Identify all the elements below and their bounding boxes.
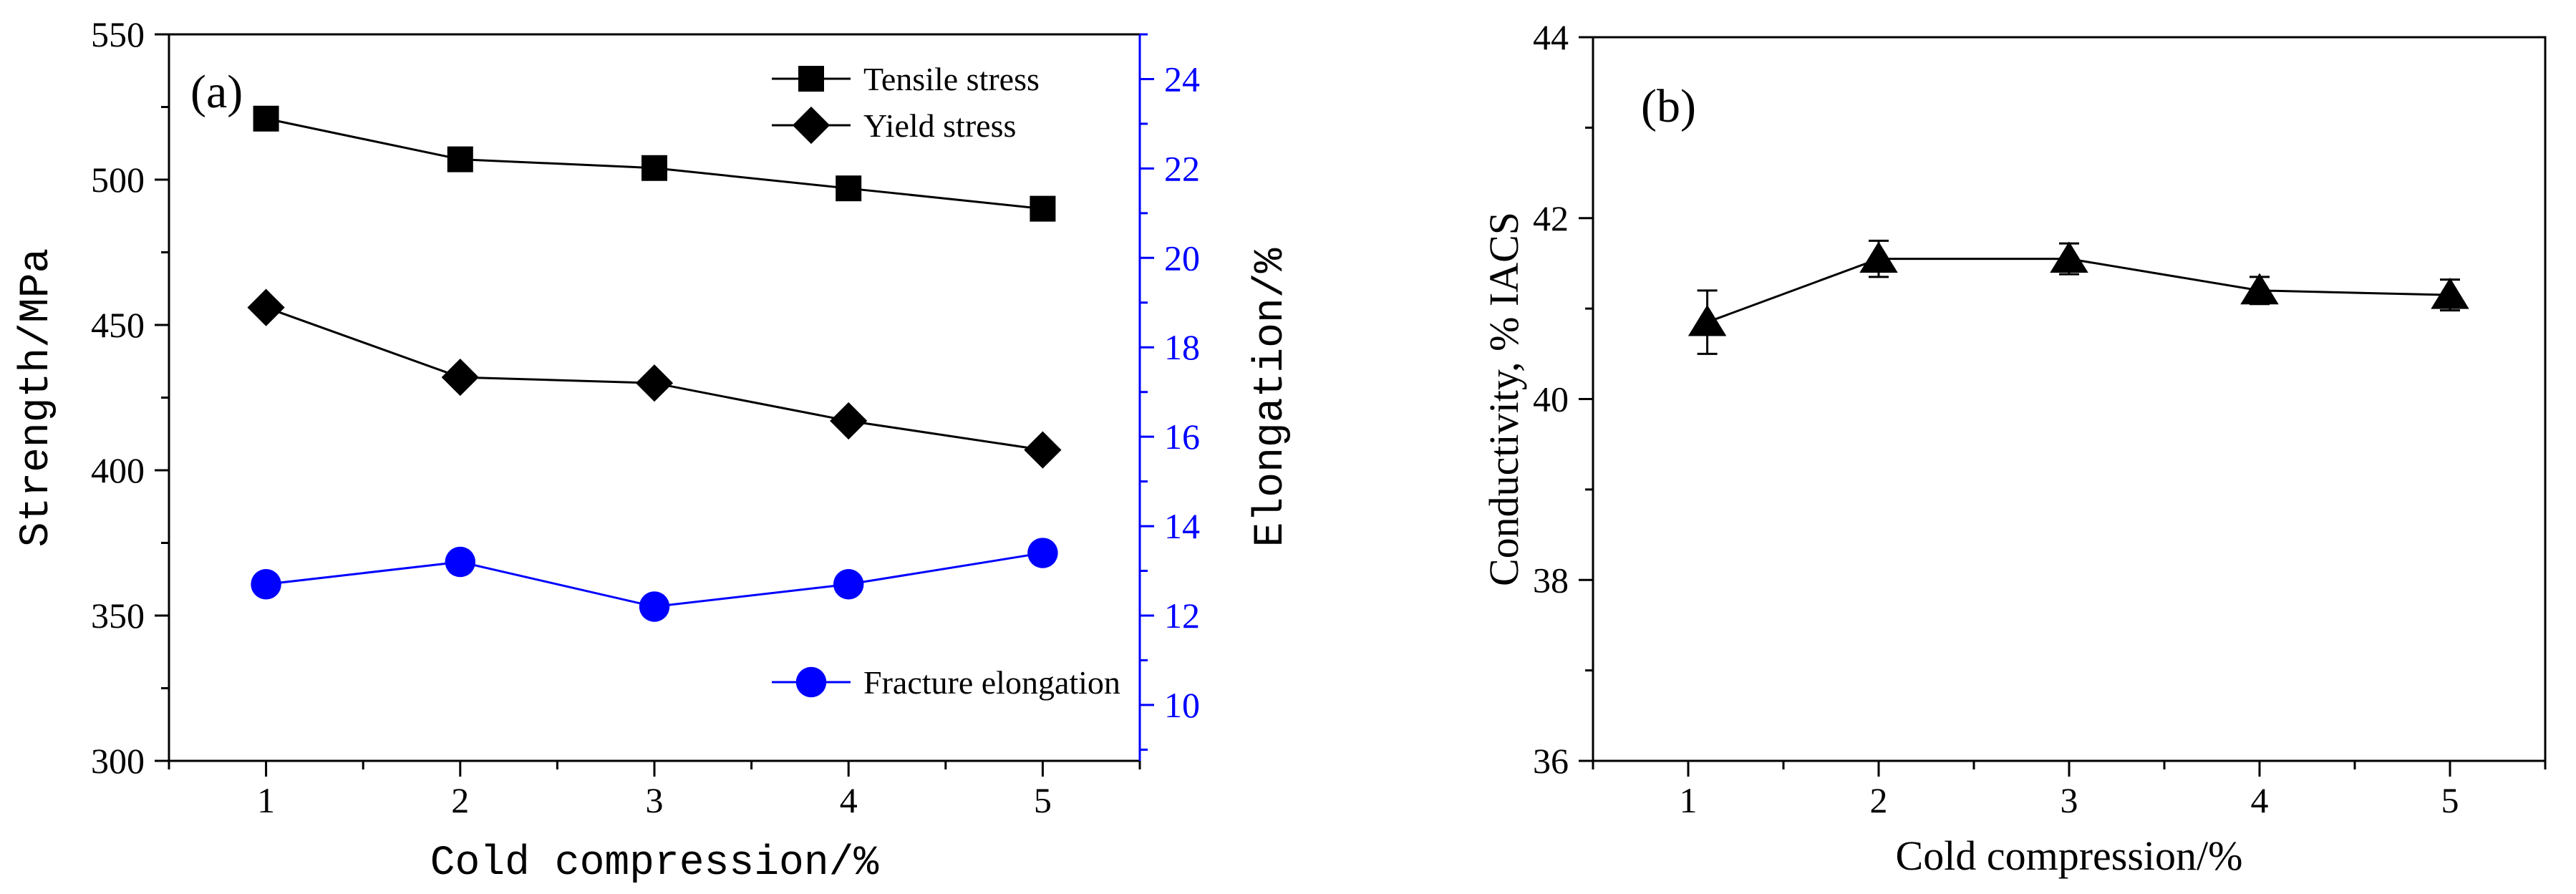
x-tick-label: 3 [2061, 780, 2078, 820]
x-tick-label: 1 [1680, 780, 1698, 820]
y2-tick-label: 10 [1164, 685, 1200, 725]
data-point-triangle [2050, 241, 2088, 273]
x-tick-label: 5 [2441, 780, 2459, 820]
y-axis-title: Strength/MPa [14, 248, 60, 548]
data-point-square [447, 146, 473, 173]
y2-tick-label: 22 [1164, 148, 1200, 188]
data-point-triangle [2240, 273, 2279, 305]
data-point-diamond [1024, 431, 1062, 469]
legend-marker [792, 106, 831, 145]
data-point-triangle [1688, 304, 1727, 336]
legend-marker [795, 666, 827, 698]
data-point-circle [251, 569, 281, 600]
y2-axis-title: Elongation/% [1248, 248, 1294, 547]
panel-b-chart: 1 2 3 4 5 36 38 40 42 44 (b) Cold compression/% Cond… [1481, 17, 2547, 879]
data-point-diamond [441, 358, 479, 397]
y-tick-label: 450 [91, 305, 145, 345]
x-axis-title: Cold compression/% [1896, 832, 2243, 879]
y-axis-title: Conductivity, % IACS [1481, 212, 1527, 586]
data-point-circle [445, 546, 476, 578]
y2-tick-label: 16 [1164, 417, 1200, 457]
y-tick-label: 300 [91, 741, 145, 781]
x-tick-label: 3 [646, 780, 664, 820]
data-point-triangle [2431, 277, 2469, 309]
y-tick-label: 400 [91, 450, 145, 490]
x-tick-label: 4 [2251, 780, 2269, 820]
x-tick-label: 1 [257, 780, 275, 820]
y-tick-label: 350 [91, 596, 145, 636]
data-point-diamond [247, 288, 285, 326]
y-tick-label: 42 [1533, 198, 1569, 238]
y2-tick-label: 24 [1164, 59, 1200, 99]
legend-label: Fracture elongation [863, 664, 1120, 701]
data-point-square [641, 155, 667, 181]
legend-label: Yield stress [863, 107, 1016, 144]
y-tick-label: 500 [91, 160, 145, 200]
data-point-diamond [830, 402, 868, 440]
legend-label: Tensile stress [863, 61, 1040, 97]
panel-label: (b) [1641, 80, 1696, 132]
y-tick-label: 36 [1533, 741, 1569, 781]
data-point-diamond [635, 364, 674, 402]
data-point-circle [1027, 538, 1058, 568]
data-point-circle [639, 591, 670, 622]
data-point-square [836, 175, 862, 202]
data-point-circle [833, 569, 864, 600]
x-tick-label: 2 [451, 780, 469, 820]
y-tick-label: 550 [91, 14, 145, 54]
panel-label: (a) [190, 66, 243, 118]
y2-tick-label: 12 [1164, 596, 1200, 636]
legend-marker [798, 66, 824, 92]
x-tick-label: 5 [1034, 780, 1052, 820]
plot-frame [1592, 36, 2547, 762]
y2-tick-label: 14 [1164, 506, 1200, 546]
x-axis-title: Cold compression/% [430, 840, 879, 887]
y-tick-label: 44 [1533, 17, 1569, 57]
data-point-triangle [1859, 241, 1898, 273]
y-tick-label: 40 [1533, 379, 1569, 419]
x-tick-label: 2 [1870, 780, 1888, 820]
y2-tick-label: 18 [1164, 327, 1200, 367]
panel-a-chart: 1 2 3 4 53003504004505005501012141618202224T… [14, 14, 1294, 887]
y-tick-label: 38 [1533, 560, 1569, 600]
x-tick-label: 4 [840, 780, 858, 820]
data-point-square [253, 105, 279, 132]
data-point-square [1030, 195, 1056, 222]
y2-tick-label: 20 [1164, 238, 1200, 278]
